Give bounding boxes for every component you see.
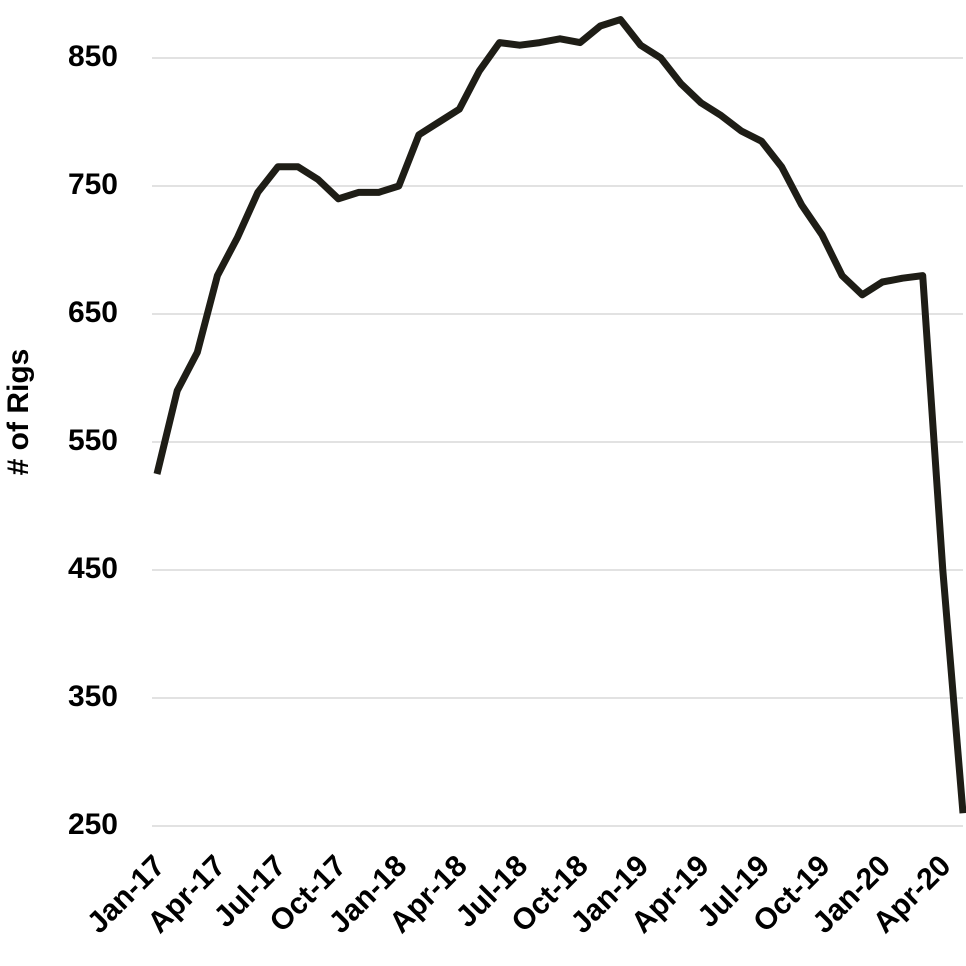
line-series [153, 16, 966, 814]
y-tick-label: 450 [68, 552, 118, 585]
y-tick-label: 750 [68, 168, 118, 201]
y-tick-label: 350 [68, 680, 118, 713]
y-tick-label: 850 [68, 40, 118, 73]
y-tick-label: 650 [68, 296, 118, 329]
y-tick-label: 250 [68, 808, 118, 841]
y-axis-label: # of Rigs [2, 349, 35, 476]
y-tick-label: 550 [68, 424, 118, 457]
